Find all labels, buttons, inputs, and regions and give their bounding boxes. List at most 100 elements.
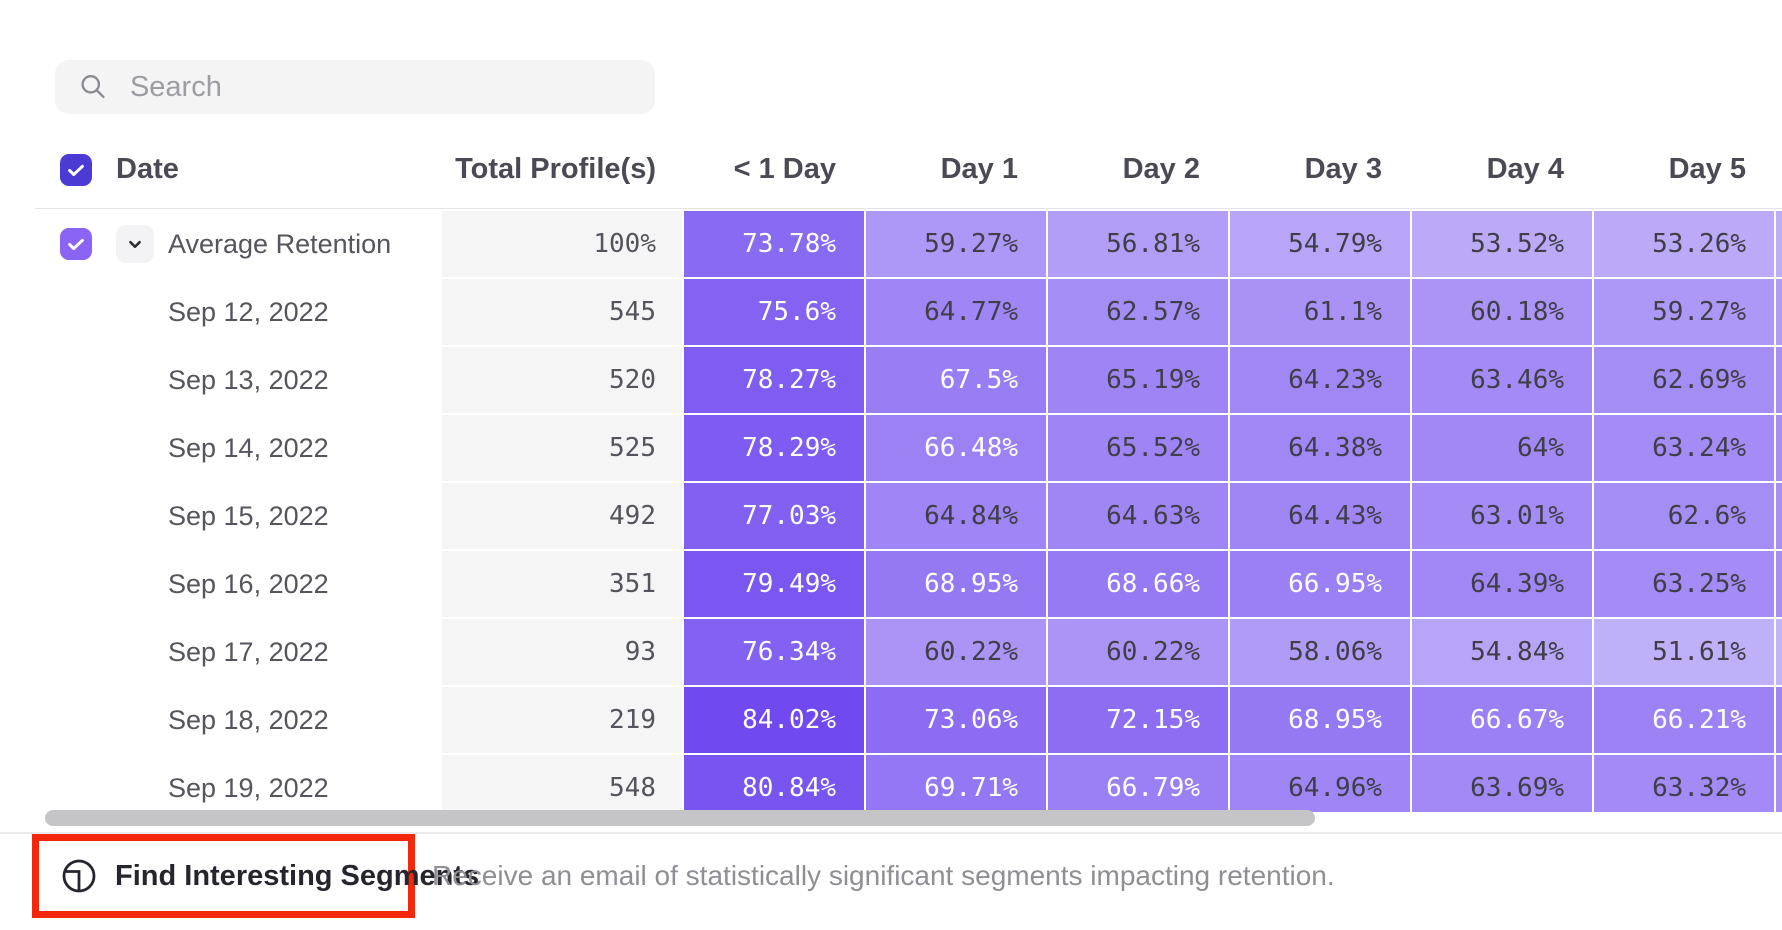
retention-cell[interactable]: 64.43% — [1230, 483, 1410, 549]
row-label: Sep 14, 2022 — [168, 432, 329, 463]
retention-cell[interactable]: 68.95% — [1230, 687, 1410, 753]
interesting-segments-icon — [62, 859, 96, 893]
find-interesting-segments-label: Find Interesting Segments — [115, 859, 480, 892]
retention-cell[interactable]: 64.38% — [1230, 415, 1410, 481]
retention-cell[interactable]: 64.63% — [1048, 483, 1228, 549]
clipped-next-column-sliver — [1776, 211, 1782, 277]
row-label: Sep 17, 2022 — [168, 636, 329, 667]
retention-cell[interactable]: 60.22% — [866, 619, 1046, 685]
expand-row-button[interactable] — [116, 225, 154, 263]
retention-cell[interactable]: 63.25% — [1594, 551, 1774, 617]
retention-cell[interactable]: 77.03% — [684, 483, 864, 549]
retention-cell[interactable]: 67.5% — [866, 347, 1046, 413]
retention-cell[interactable]: 63.32% — [1594, 755, 1774, 812]
row-label: Sep 13, 2022 — [168, 364, 329, 395]
retention-cell[interactable]: 66.79% — [1048, 755, 1228, 812]
retention-cell[interactable]: 68.66% — [1048, 551, 1228, 617]
retention-cell[interactable]: 66.21% — [1594, 687, 1774, 753]
retention-cell[interactable]: 62.6% — [1594, 483, 1774, 549]
table-row: Sep 18, 2022 219 84.02% 73.06% 72.15% 68.95% 6… — [0, 687, 1782, 753]
search-input[interactable] — [127, 69, 631, 105]
row-label: Sep 16, 2022 — [168, 568, 329, 599]
retention-cell[interactable]: 54.84% — [1412, 619, 1592, 685]
row-checkbox[interactable] — [60, 228, 92, 260]
retention-cell[interactable]: 60.18% — [1412, 279, 1592, 345]
retention-cell[interactable]: 64.23% — [1230, 347, 1410, 413]
retention-cell[interactable]: 64.84% — [866, 483, 1046, 549]
table-row: Sep 16, 2022 351 79.49% 68.95% 68.66% 66.95% 6… — [0, 551, 1782, 617]
chevron-down-icon — [129, 240, 141, 249]
column-header-date: Date — [116, 153, 179, 185]
retention-cell[interactable]: 64.96% — [1230, 755, 1410, 812]
header-divider — [35, 208, 1782, 209]
retention-cell[interactable]: 66.95% — [1230, 551, 1410, 617]
retention-cell[interactable]: 63.24% — [1594, 415, 1774, 481]
retention-cell[interactable]: 62.69% — [1594, 347, 1774, 413]
table-row: Sep 15, 2022 492 77.03% 64.84% 64.63% 64.43% 6… — [0, 483, 1782, 549]
column-header-lt1day: < 1 Day — [733, 153, 836, 185]
retention-cell[interactable]: 63.69% — [1412, 755, 1592, 812]
retention-cell[interactable]: 59.27% — [866, 211, 1046, 277]
total-profiles-cell: 351 — [442, 551, 682, 617]
column-header-day2: Day 2 — [1122, 153, 1200, 185]
column-header-day3: Day 3 — [1304, 153, 1382, 185]
select-all-checkbox[interactable] — [60, 153, 92, 186]
retention-cell[interactable]: 65.19% — [1048, 347, 1228, 413]
clipped-next-column-sliver — [1776, 279, 1782, 345]
retention-cell[interactable]: 84.02% — [684, 687, 864, 753]
retention-cell[interactable]: 58.06% — [1230, 619, 1410, 685]
clipped-next-column-sliver — [1776, 483, 1782, 549]
retention-cell[interactable]: 68.95% — [866, 551, 1046, 617]
row-label: Sep 19, 2022 — [168, 772, 329, 803]
retention-cell[interactable]: 73.78% — [684, 211, 864, 277]
retention-cell[interactable]: 63.01% — [1412, 483, 1592, 549]
row-label: Sep 15, 2022 — [168, 500, 329, 531]
retention-cell[interactable]: 53.26% — [1594, 211, 1774, 277]
retention-cell[interactable]: 65.52% — [1048, 415, 1228, 481]
retention-cell[interactable]: 66.67% — [1412, 687, 1592, 753]
retention-cell[interactable]: 78.29% — [684, 415, 864, 481]
check-icon — [68, 164, 84, 176]
retention-cell[interactable]: 75.6% — [684, 279, 864, 345]
retention-cell[interactable]: 64.77% — [866, 279, 1046, 345]
retention-cell[interactable]: 76.34% — [684, 619, 864, 685]
retention-cell[interactable]: 69.71% — [866, 755, 1046, 812]
retention-cell[interactable]: 78.27% — [684, 347, 864, 413]
total-profiles-cell: 525 — [442, 415, 682, 481]
retention-cell[interactable]: 59.27% — [1594, 279, 1774, 345]
total-profiles-cell: 492 — [442, 483, 682, 549]
clipped-next-column-sliver — [1776, 551, 1782, 617]
retention-cell[interactable]: 79.49% — [684, 551, 864, 617]
retention-cell[interactable]: 66.48% — [866, 415, 1046, 481]
total-profiles-cell: 219 — [442, 687, 682, 753]
retention-cell[interactable]: 63.46% — [1412, 347, 1592, 413]
table-header: Date Total Profile(s) < 1 Day Day 1 Day … — [0, 130, 1782, 209]
column-header-day1: Day 1 — [940, 153, 1018, 185]
check-icon — [68, 238, 84, 251]
search-bar[interactable] — [55, 60, 655, 114]
retention-cell[interactable]: 51.61% — [1594, 619, 1774, 685]
find-interesting-segments-button[interactable]: Find Interesting Segments — [61, 858, 479, 894]
table-row: Sep 19, 2022 548 80.84% 69.71% 66.79% 64.96% 6… — [0, 755, 1782, 812]
row-label: Sep 12, 2022 — [168, 296, 329, 327]
retention-cell[interactable]: 61.1% — [1230, 279, 1410, 345]
total-profiles-cell: 100% — [442, 211, 682, 277]
retention-cell[interactable]: 64% — [1412, 415, 1592, 481]
retention-cell[interactable]: 60.22% — [1048, 619, 1228, 685]
retention-cell[interactable]: 80.84% — [684, 755, 864, 812]
horizontal-scrollbar-thumb[interactable] — [45, 810, 1315, 826]
retention-cell[interactable]: 54.79% — [1230, 211, 1410, 277]
retention-cell[interactable]: 72.15% — [1048, 687, 1228, 753]
column-header-day4: Day 4 — [1486, 153, 1564, 185]
retention-cell[interactable]: 64.39% — [1412, 551, 1592, 617]
total-profiles-cell: 548 — [442, 755, 682, 812]
total-profiles-cell: 93 — [442, 619, 682, 685]
retention-cell[interactable]: 53.52% — [1412, 211, 1592, 277]
retention-cell[interactable]: 73.06% — [866, 687, 1046, 753]
table-row: Sep 14, 2022 525 78.29% 66.48% 65.52% 64.38% 6… — [0, 415, 1782, 481]
total-profiles-cell: 545 — [442, 279, 682, 345]
clipped-next-column-sliver — [1776, 415, 1782, 481]
retention-cell[interactable]: 56.81% — [1048, 211, 1228, 277]
row-label: Sep 18, 2022 — [168, 704, 329, 735]
retention-cell[interactable]: 62.57% — [1048, 279, 1228, 345]
